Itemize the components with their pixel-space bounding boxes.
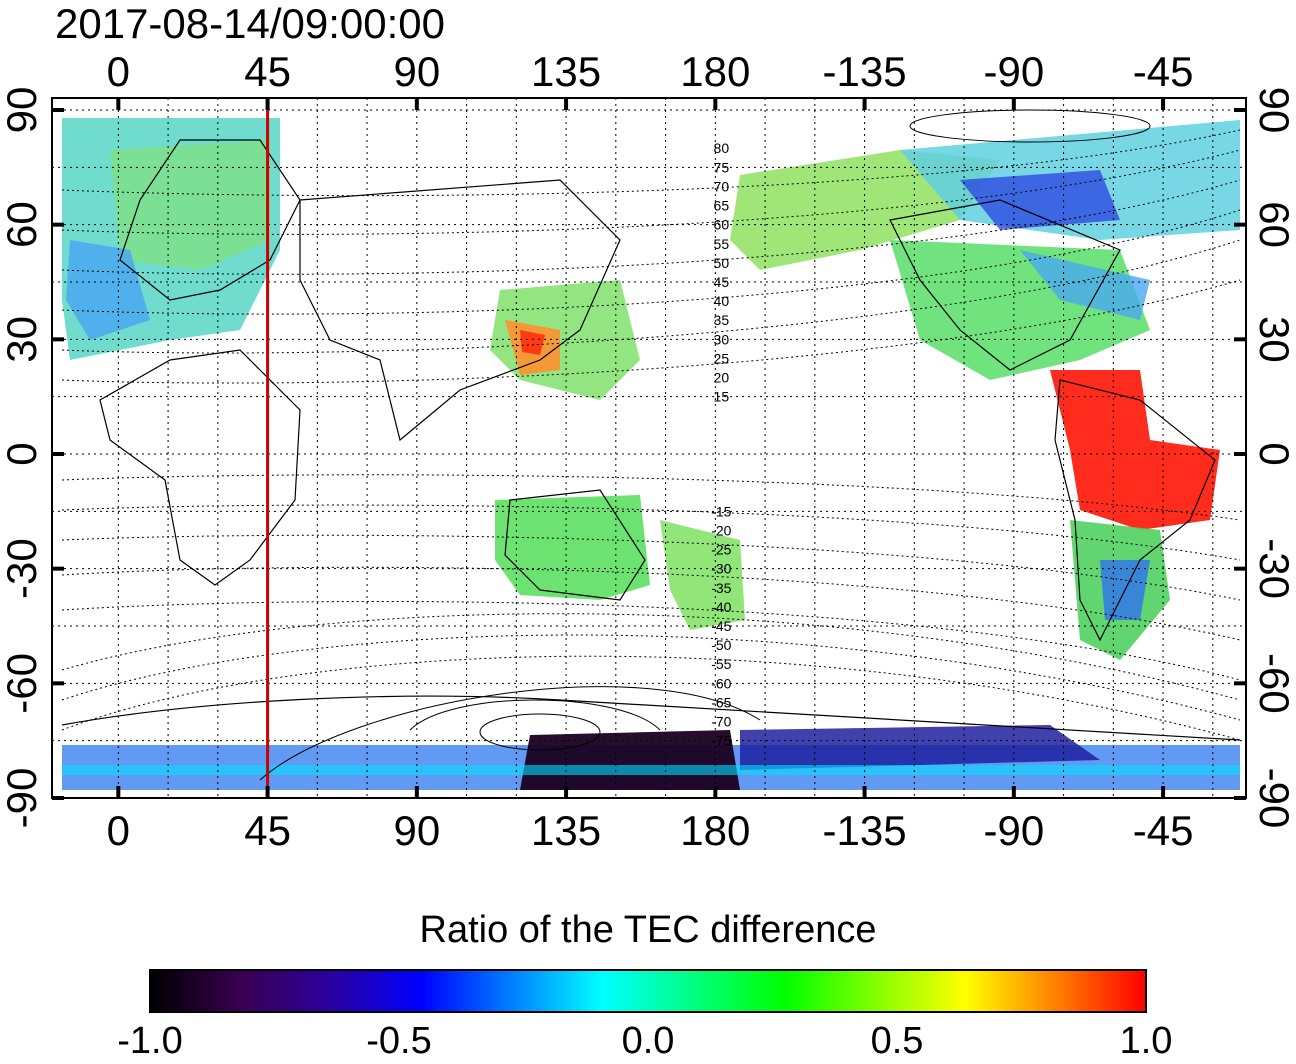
contour-label: 75 (714, 159, 730, 175)
top-axis-tick-label: 0 (107, 48, 130, 95)
contour-label: 65 (714, 198, 730, 214)
colorbar-tick-label: 1.0 (1119, 1020, 1173, 1062)
left-axis-tick-label: -90 (0, 768, 45, 829)
top-axis-tick-label: 90 (393, 48, 440, 95)
contour-label: 50 (714, 255, 730, 271)
map-axes: 0 0 45 45 90 90 135 135 180 180 -135 -135 -90 -90 -45 -… (0, 48, 1296, 854)
contour-label: 20 (714, 370, 730, 386)
bottom-axis-tick-label: 45 (244, 807, 291, 854)
colorbar-bar (149, 969, 1147, 1013)
left-axis-tick-label: 90 (0, 87, 45, 134)
contour-label: -50 (711, 637, 731, 653)
contour-label: -35 (711, 580, 731, 596)
colorbar-tick-label: -0.5 (366, 1020, 432, 1062)
contour-label: 60 (714, 217, 730, 233)
contour-label: 40 (714, 293, 730, 309)
contour-label: -60 (711, 675, 731, 691)
contour-label: -25 (711, 542, 731, 558)
contour-label: -45 (711, 618, 731, 634)
contour-label: 55 (714, 236, 730, 252)
colorbar-tick-label: 0.0 (621, 1020, 675, 1062)
contour-label: 15 (714, 389, 730, 405)
contour-label: -30 (711, 561, 731, 577)
right-axis-tick-label: -90 (1251, 768, 1296, 829)
right-axis-tick-label: 30 (1251, 316, 1296, 363)
contour-label: -55 (711, 656, 731, 672)
bottom-axis-tick-label: -45 (1133, 807, 1194, 854)
left-axis-tick-label: 0 (0, 442, 45, 465)
map-timestamp-title: 2017-08-14/09:00:00 (55, 0, 445, 47)
top-axis-tick-label: -135 (823, 48, 907, 95)
colorbar-title: Ratio of the TEC difference (419, 909, 877, 951)
right-axis-tick-label: -30 (1251, 538, 1296, 599)
contour-label: -20 (711, 522, 731, 538)
contour-label: 80 (714, 140, 730, 156)
contour-label: -75 (711, 733, 731, 749)
right-axis-tick-label: 60 (1251, 201, 1296, 248)
top-axis-tick-label: -45 (1133, 48, 1194, 95)
contour-label: 70 (714, 178, 730, 194)
contour-label: -65 (711, 694, 731, 710)
bottom-axis-tick-label: 90 (393, 807, 440, 854)
right-axis-tick-label: 90 (1251, 87, 1296, 134)
colorbar-tick-label: 0.5 (870, 1020, 924, 1062)
top-axis-tick-label: -90 (983, 48, 1044, 95)
contour-label: 45 (714, 274, 730, 290)
left-axis-tick-label: -60 (0, 653, 45, 714)
coastlines (61, 139, 1241, 741)
bottom-axis-tick-label: 135 (531, 807, 601, 854)
contour-label: -15 (711, 503, 731, 519)
tec-data-layer (62, 118, 1240, 790)
left-axis-tick-label: 60 (0, 201, 45, 248)
contour-label: 30 (714, 331, 730, 347)
contour-label-column: 80 75 70 65 60 55 50 45 40 35 30 25 20 15 -15 -20 -25 -30… (711, 140, 731, 748)
right-axis-tick-label: 0 (1251, 442, 1296, 465)
contour-label: 25 (714, 350, 730, 366)
bottom-axis-tick-label: 0 (107, 807, 130, 854)
colorbar-tick-label: -1.0 (117, 1020, 183, 1062)
bottom-axis-tick-label: -135 (823, 807, 907, 854)
top-axis-tick-label: 135 (531, 48, 601, 95)
top-axis-tick-label: 45 (244, 48, 291, 95)
bottom-axis-tick-label: -90 (983, 807, 1044, 854)
left-axis-tick-label: 30 (0, 316, 45, 363)
graticule-grid (52, 98, 1246, 798)
contour-label: -70 (711, 714, 731, 730)
contour-label: -40 (711, 599, 731, 615)
right-axis-tick-label: -60 (1251, 653, 1296, 714)
bottom-axis-tick-label: 180 (680, 807, 750, 854)
top-axis-tick-label: 180 (680, 48, 750, 95)
contour-lines (61, 109, 1241, 781)
left-axis-tick-label: -30 (0, 538, 45, 599)
contour-label: 35 (714, 312, 730, 328)
